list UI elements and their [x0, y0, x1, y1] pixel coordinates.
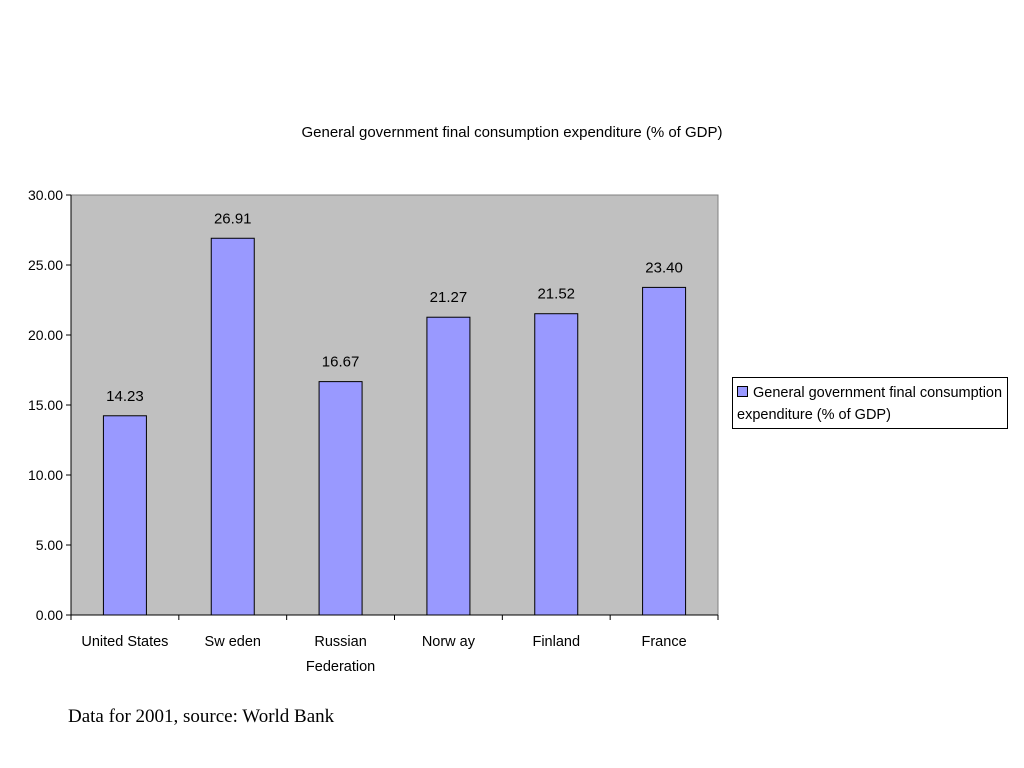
- y-tick-label: 20.00: [28, 327, 63, 343]
- bar: [534, 313, 579, 616]
- x-tick-label: Russian Federation: [306, 634, 375, 675]
- y-tick-label: 0.00: [36, 607, 63, 623]
- data-label: 16.67: [322, 354, 360, 371]
- bar: [210, 237, 255, 616]
- legend: General government final consumption exp…: [732, 377, 1008, 429]
- plot-area: [70, 194, 719, 616]
- axes: 0.00 5.00 10.00 15.00 20.00 25.00 30.00 United …: [28, 187, 719, 675]
- y-tick-label: 30.00: [28, 187, 63, 203]
- bar: [318, 381, 363, 616]
- data-label: 26.91: [214, 210, 252, 227]
- bar: [102, 415, 147, 616]
- data-label: 21.27: [430, 289, 468, 306]
- bar: [642, 286, 687, 616]
- chart: General government final consumption exp…: [28, 124, 723, 675]
- chart-title: General government final consumption exp…: [301, 124, 722, 141]
- y-tick-label: 15.00: [28, 397, 63, 413]
- bars: [102, 237, 687, 616]
- caption: Data for 2001, source: World Bank: [68, 706, 335, 727]
- x-tick-label: United States: [81, 634, 168, 650]
- y-tick-label: 5.00: [36, 537, 63, 553]
- x-tick-label: Sw eden: [205, 634, 261, 650]
- data-labels: 14.23 26.91 16.67 21.27 21.52 23.40: [106, 210, 683, 405]
- x-tick-label: Finland: [532, 634, 580, 650]
- bar: [426, 316, 471, 616]
- legend-swatch: [737, 386, 748, 397]
- legend-label: General government final consumption exp…: [737, 385, 1003, 423]
- y-tick-label: 10.00: [28, 467, 63, 483]
- x-tick-label: France: [642, 634, 687, 650]
- y-tick-label: 25.00: [28, 257, 63, 273]
- data-label: 21.52: [537, 286, 575, 303]
- data-label: 23.40: [645, 259, 683, 276]
- x-tick-label: Norw ay: [422, 634, 476, 650]
- data-label: 14.23: [106, 388, 144, 405]
